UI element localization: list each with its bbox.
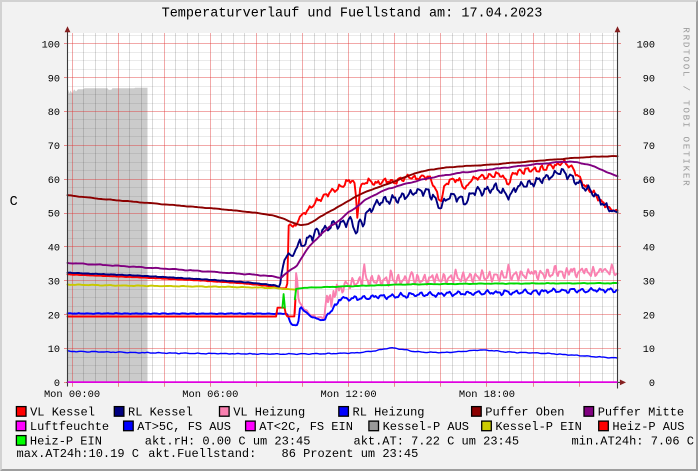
svg-text:Mon 18:00: Mon 18:00 — [459, 389, 515, 401]
svg-text:100: 100 — [42, 40, 60, 51]
svg-text:40: 40 — [643, 244, 655, 255]
svg-text:Mon 00:00: Mon 00:00 — [44, 389, 100, 401]
svg-text:akt.rH: 0.00 C um 23:45: akt.rH: 0.00 C um 23:45 — [145, 435, 311, 449]
svg-text:AT>5C, FS AUS: AT>5C, FS AUS — [137, 420, 231, 434]
svg-text:70: 70 — [643, 142, 655, 153]
svg-text:100: 100 — [637, 40, 655, 51]
svg-text:min.AT24h: 7.06 C: min.AT24h: 7.06 C — [572, 435, 694, 449]
svg-text:RL Kessel: RL Kessel — [128, 406, 193, 420]
svg-text:70: 70 — [48, 142, 60, 153]
svg-text:90: 90 — [643, 74, 655, 85]
svg-text:10: 10 — [48, 345, 60, 356]
svg-text:Heiz-P EIN: Heiz-P EIN — [30, 435, 102, 449]
svg-text:AT<2C, FS EIN: AT<2C, FS EIN — [259, 420, 353, 434]
svg-text:max.AT24h:10.19 C: max.AT24h:10.19 C — [17, 447, 139, 461]
svg-text:Puffer Mitte: Puffer Mitte — [598, 406, 684, 420]
svg-text:Puffer Oben: Puffer Oben — [485, 406, 564, 420]
svg-text:30: 30 — [48, 277, 60, 288]
svg-text:50: 50 — [48, 210, 60, 221]
svg-text:90: 90 — [48, 74, 60, 85]
svg-text:C: C — [10, 195, 18, 210]
svg-text:0: 0 — [54, 379, 60, 390]
svg-text:60: 60 — [48, 176, 60, 187]
svg-text:86 Prozent um 23:45: 86 Prozent um 23:45 — [282, 447, 419, 461]
svg-text:40: 40 — [48, 244, 60, 255]
svg-text:20: 20 — [643, 311, 655, 322]
svg-text:VL Heizung: VL Heizung — [233, 406, 305, 420]
svg-text:50: 50 — [643, 210, 655, 221]
svg-text:0: 0 — [649, 379, 655, 390]
svg-text:60: 60 — [643, 176, 655, 187]
svg-text:20: 20 — [48, 311, 60, 322]
svg-text:30: 30 — [643, 277, 655, 288]
svg-text:80: 80 — [643, 108, 655, 119]
svg-text:10: 10 — [643, 345, 655, 356]
svg-text:VL Kessel: VL Kessel — [30, 406, 95, 420]
svg-text:Mon 12:00: Mon 12:00 — [321, 389, 377, 401]
svg-text:akt.AT: 7.22 C um 23:45: akt.AT: 7.22 C um 23:45 — [354, 435, 520, 449]
svg-text:80: 80 — [48, 108, 60, 119]
svg-text:RRDTOOL / TOBI OETIKER: RRDTOOL / TOBI OETIKER — [681, 27, 692, 187]
svg-text:RL Heizung: RL Heizung — [353, 406, 425, 420]
svg-text:Heiz-P AUS: Heiz-P AUS — [612, 420, 684, 434]
svg-text:Luftfeuchte: Luftfeuchte — [30, 420, 109, 434]
svg-text:Temperaturverlauf und Fuellsta: Temperaturverlauf und Fuellstand am: 17.… — [162, 7, 543, 22]
svg-text:Kessel-P AUS: Kessel-P AUS — [383, 420, 469, 434]
svg-text:Kessel-P EIN: Kessel-P EIN — [495, 420, 581, 434]
svg-text:Mon 06:00: Mon 06:00 — [182, 389, 238, 401]
svg-text:akt.Fuellstand:: akt.Fuellstand: — [148, 447, 256, 461]
